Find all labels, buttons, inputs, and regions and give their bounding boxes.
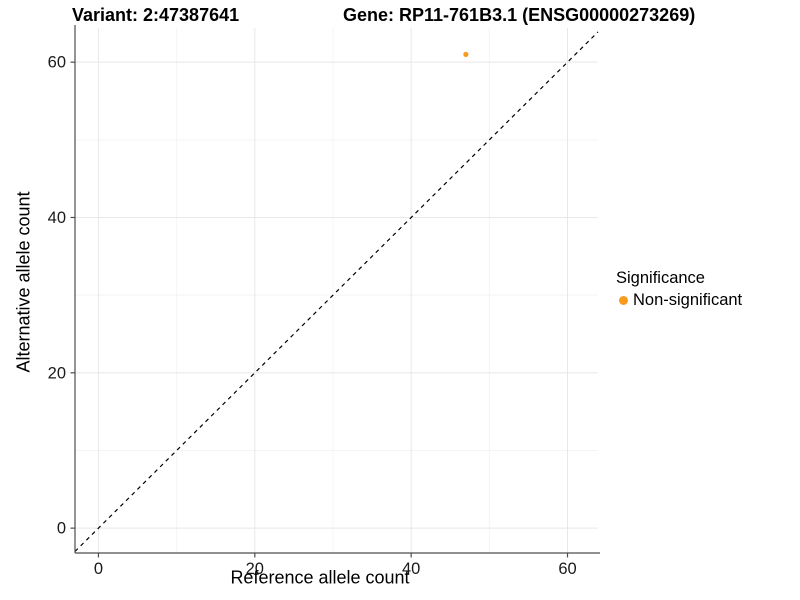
legend-items: Non-significant [615, 291, 742, 310]
y-tick-label: 60 [48, 54, 66, 72]
identity-reference-line [74, 31, 599, 552]
legend-key [615, 292, 632, 309]
y-tick-label: 40 [48, 209, 66, 227]
y-axis-title: Alternative allele count [13, 191, 34, 373]
legend-title: Significance [616, 269, 705, 287]
legend-item: Non-significant [615, 291, 742, 310]
x-tick-label: 40 [402, 560, 420, 578]
x-axis-title: Reference allele count [230, 567, 410, 588]
legend-point-icon [619, 296, 628, 305]
x-tick-label: 0 [94, 560, 103, 578]
legend: Significance Non-significant [615, 269, 742, 310]
data-point [463, 51, 469, 58]
x-tick-label: 60 [558, 560, 576, 578]
y-tick-label: 20 [48, 364, 66, 382]
gene-title: Gene: RP11-761B3.1 (ENSG00000273269) [343, 5, 696, 25]
variant-title: Variant: 2:47387641 [72, 5, 240, 25]
y-tick-label: 0 [57, 520, 66, 538]
x-tick-label: 20 [246, 560, 264, 578]
legend-item-label: Non-significant [633, 291, 743, 309]
